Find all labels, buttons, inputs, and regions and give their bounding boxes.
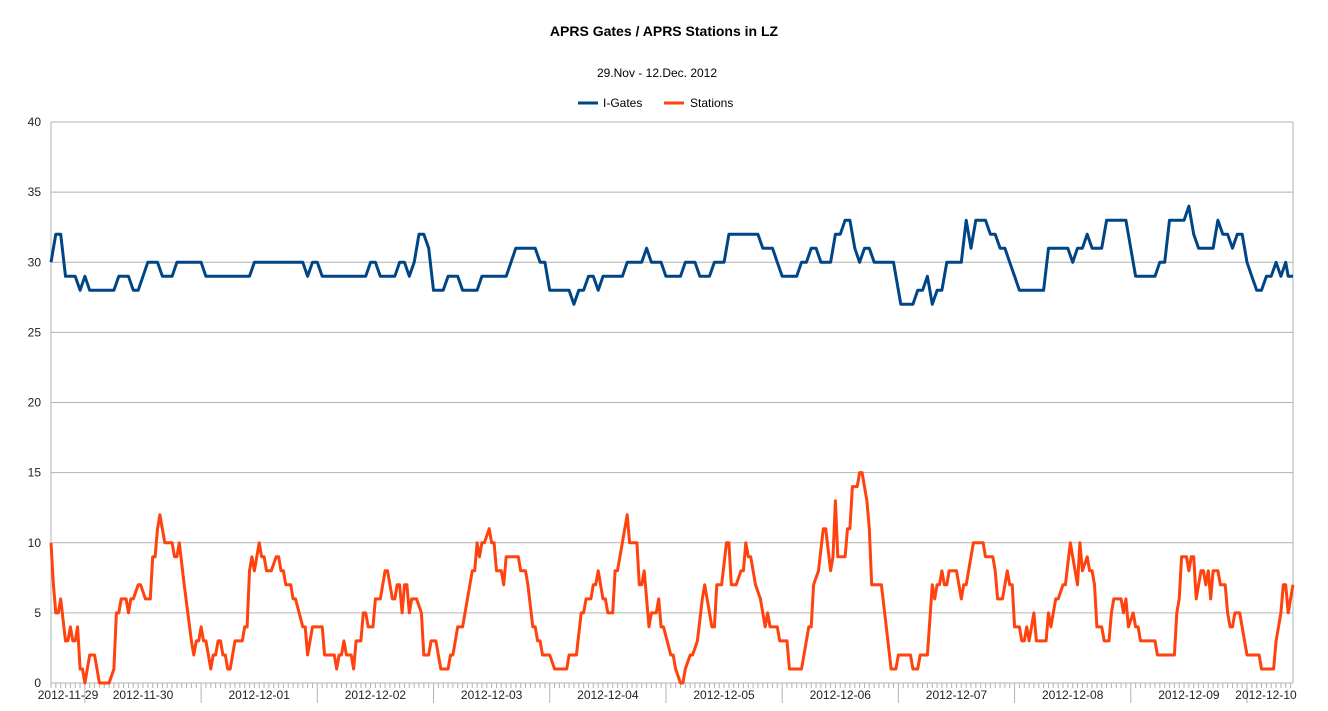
series-line-stations (49, 471, 1295, 685)
grid (50, 121, 1294, 684)
y-tick-label: 20 (28, 396, 42, 410)
x-tick-label: 2012-12-08 (1042, 688, 1104, 702)
y-tick-label: 10 (28, 536, 42, 550)
x-tick-label: 2012-11-30 (113, 688, 174, 702)
chart-title: APRS Gates / APRS Stations in LZ (550, 23, 779, 39)
y-tick-label: 5 (34, 606, 41, 620)
legend: I-Gates Stations (578, 96, 733, 110)
x-tick-label: 2012-12-01 (229, 688, 291, 702)
y-tick-label: 0 (34, 676, 41, 690)
y-tick-label: 40 (28, 115, 42, 129)
x-tick-label: 2012-12-04 (577, 688, 639, 702)
x-tick-label: 2012-12-05 (693, 688, 755, 702)
x-tick-label: 2012-12-03 (461, 688, 523, 702)
chart-subtitle: 29.Nov - 12.Dec. 2012 (597, 66, 717, 80)
y-axis: 0 5 10 15 20 25 30 35 40 (28, 115, 42, 690)
x-tick-label: 2012-12-06 (810, 688, 872, 702)
legend-label-stations: Stations (690, 96, 733, 110)
x-tick-label: 2012-12-02 (345, 688, 407, 702)
y-tick-label: 15 (28, 466, 42, 480)
x-tick-label: 2012-11-29 (38, 688, 99, 702)
series-line-igates (49, 204, 1293, 306)
legend-label-igates: I-Gates (603, 96, 642, 110)
x-tick-label: 2012-12-07 (926, 688, 988, 702)
y-tick-label: 25 (28, 325, 42, 339)
x-axis: 2012-11-29 2012-11-30 2012-12-01 2012-12-02… (38, 683, 1297, 703)
y-tick-label: 35 (28, 185, 42, 199)
x-tick-label: 2012-12-09 (1158, 688, 1220, 702)
y-tick-label: 30 (28, 255, 42, 269)
x-tick-label: 2012-12-10 (1235, 688, 1297, 702)
series-lines (49, 204, 1295, 685)
